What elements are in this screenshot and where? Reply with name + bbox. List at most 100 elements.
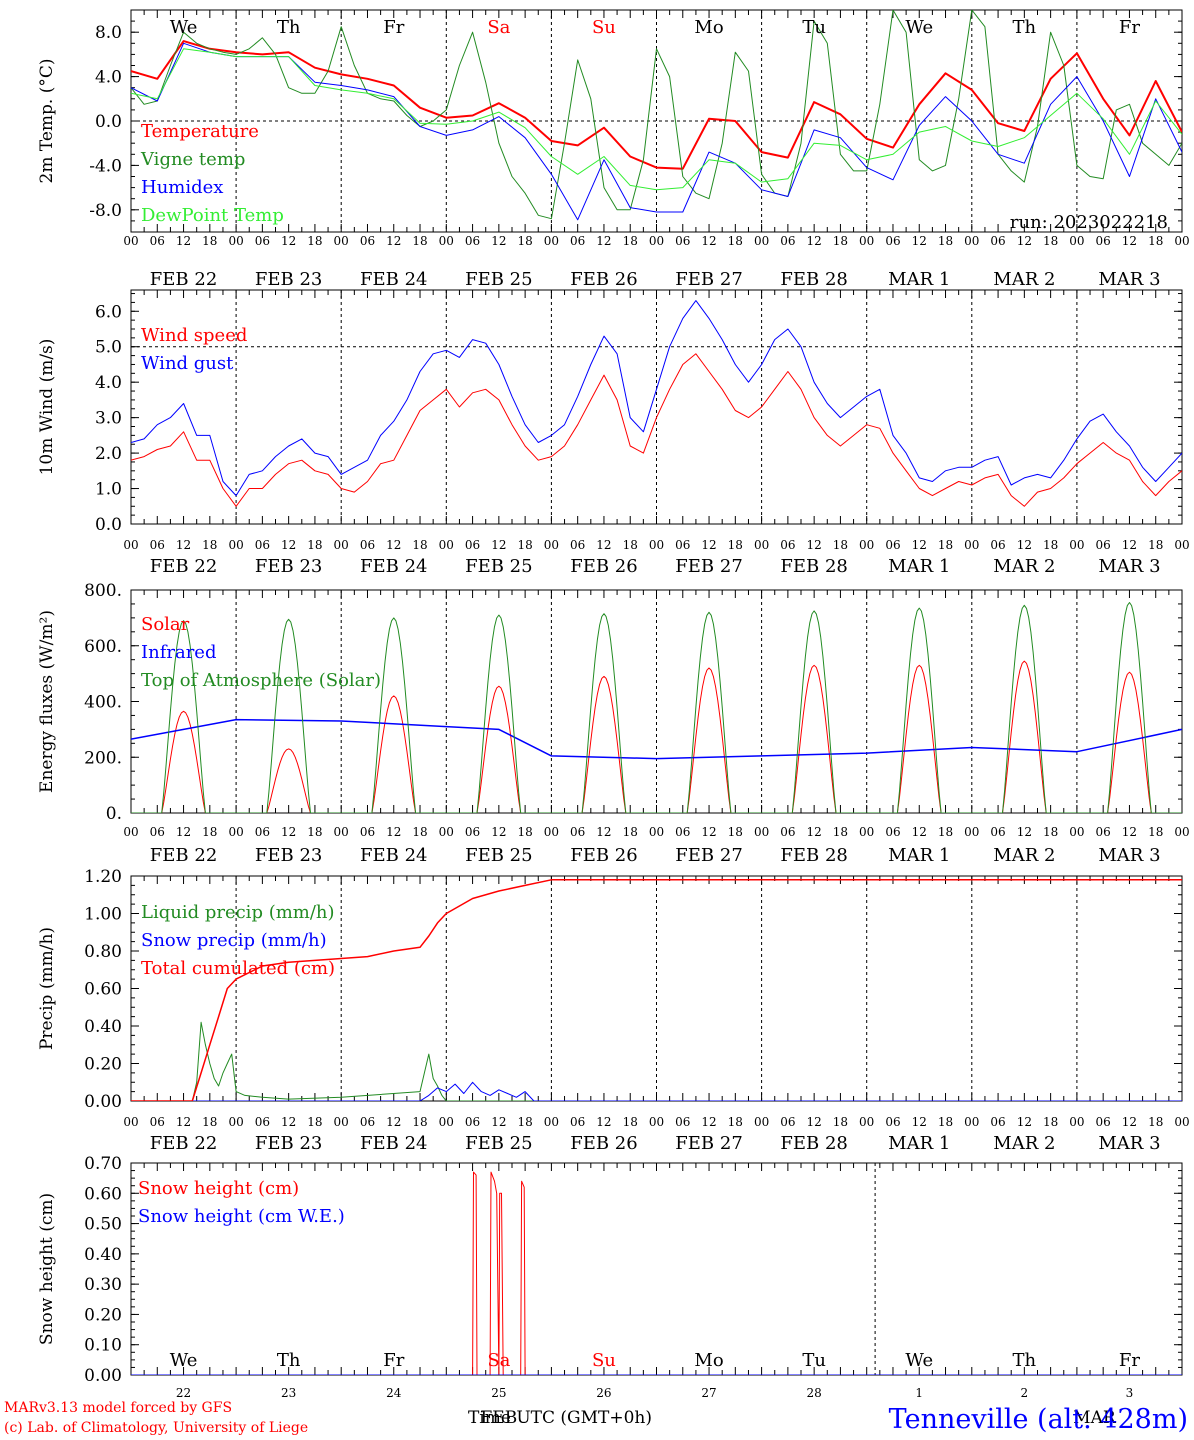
run-label: run: 2023022218 xyxy=(1010,212,1168,233)
hour-tick-label: 18 xyxy=(1148,538,1163,552)
day-label: MAR 3 xyxy=(1098,556,1160,577)
hour-tick-label: 18 xyxy=(412,538,427,552)
hour-tick-label: 00 xyxy=(649,538,664,552)
hour-tick-label: 00 xyxy=(649,1115,664,1129)
weekday-label: We xyxy=(905,17,933,38)
day-label: FEB 23 xyxy=(255,845,322,866)
day-label: FEB 23 xyxy=(255,1133,322,1154)
weekday-label: We xyxy=(170,17,198,38)
hour-tick-label: 06 xyxy=(675,234,690,248)
weekday-label: Sa xyxy=(487,1350,510,1371)
series-group xyxy=(131,1171,1182,1375)
hour-tick-label: 00 xyxy=(859,538,874,552)
hour-tick-label: 00 xyxy=(544,825,559,839)
hour-tick-label: 12 xyxy=(596,538,611,552)
day-label: MAR 3 xyxy=(1098,1133,1160,1154)
hour-tick-label: 12 xyxy=(596,1115,611,1129)
hour-tick-label: 12 xyxy=(281,825,296,839)
hour-tick-label: 00 xyxy=(228,1115,243,1129)
y-tick-label: -4.0 xyxy=(89,156,122,176)
hour-tick-label: 18 xyxy=(517,538,532,552)
y-tick-label: 0.60 xyxy=(84,1184,122,1204)
hour-tick-label: 06 xyxy=(465,1115,480,1129)
hour-tick-label: 00 xyxy=(123,234,138,248)
hour-tick-label: 00 xyxy=(439,234,454,248)
series-line-0 xyxy=(131,1171,1182,1375)
legend-entry: Snow height (cm W.E.) xyxy=(138,1206,345,1227)
hour-tick-label: 06 xyxy=(255,538,270,552)
legend-entry: Infrared xyxy=(141,642,216,663)
y-tick-label: 0.30 xyxy=(84,1275,122,1295)
day-number-label: 26 xyxy=(596,1386,611,1400)
hour-tick-label: 00 xyxy=(649,825,664,839)
day-number-label: 23 xyxy=(281,1386,296,1400)
time-axis-label: Time UTC (GMT+0h) xyxy=(468,1408,652,1428)
hour-tick-label: 00 xyxy=(754,538,769,552)
day-label: MAR 2 xyxy=(993,556,1055,577)
day-label: FEB 27 xyxy=(675,1133,742,1154)
day-label: FEB 22 xyxy=(150,1133,217,1154)
weekday-label: Su xyxy=(592,17,616,38)
day-label: FEB 28 xyxy=(780,556,847,577)
hour-tick-label: 06 xyxy=(1096,538,1111,552)
hour-tick-label: 00 xyxy=(544,538,559,552)
series-line-3 xyxy=(131,48,1182,191)
hour-tick-label: 18 xyxy=(938,234,953,248)
hour-tick-label: 18 xyxy=(833,538,848,552)
hour-tick-label: 06 xyxy=(675,1115,690,1129)
hour-tick-label: 00 xyxy=(334,825,349,839)
hour-tick-label: 06 xyxy=(780,825,795,839)
series-line-0 xyxy=(131,1021,1182,1101)
day-label: MAR 2 xyxy=(993,845,1055,866)
hour-tick-label: 06 xyxy=(990,825,1005,839)
hour-tick-label: 06 xyxy=(990,538,1005,552)
day-label: FEB 24 xyxy=(360,269,427,290)
day-label: FEB 22 xyxy=(150,556,217,577)
weekday-label: Fr xyxy=(383,17,404,38)
hour-tick-label: 18 xyxy=(938,825,953,839)
legend-entry: Snow precip (mm/h) xyxy=(141,930,327,951)
hour-tick-label: 18 xyxy=(728,1115,743,1129)
y-tick-label: 0.0 xyxy=(95,112,122,132)
series-line-0 xyxy=(131,660,1182,813)
hour-tick-label: 18 xyxy=(1043,1115,1058,1129)
legend-entry: Total cumulated (cm) xyxy=(141,958,335,979)
hour-tick-label: 00 xyxy=(859,1115,874,1129)
y-tick-label: 0. xyxy=(106,804,122,824)
hour-tick-label: 18 xyxy=(833,234,848,248)
hour-tick-label: 18 xyxy=(1043,538,1058,552)
day-label: FEB 25 xyxy=(465,845,532,866)
hour-tick-label: 18 xyxy=(412,234,427,248)
y-tick-label: 4.0 xyxy=(95,373,122,393)
hour-tick-label: 06 xyxy=(150,1115,165,1129)
y-tick-label: 600. xyxy=(84,637,122,657)
hour-tick-label: 12 xyxy=(912,234,927,248)
hour-tick-label: 06 xyxy=(570,825,585,839)
credit-line-2: (c) Lab. of Climatology, University of L… xyxy=(4,1420,308,1436)
hour-tick-label: 12 xyxy=(596,234,611,248)
hour-tick-label: 06 xyxy=(1096,825,1111,839)
day-number-label: 3 xyxy=(1126,1386,1134,1400)
hour-tick-label: 06 xyxy=(465,234,480,248)
hour-tick-label: 00 xyxy=(859,234,874,248)
hour-tick-label: 00 xyxy=(754,825,769,839)
panel-2: 800. 600. 400. 200. 0. Energy fluxes (W/m²) So… xyxy=(37,581,1183,824)
hour-tick-label: 00 xyxy=(439,538,454,552)
day-label: FEB 25 xyxy=(465,1133,532,1154)
hour-tick-label: 12 xyxy=(1122,538,1137,552)
weekday-label: Tu xyxy=(802,1350,826,1371)
hour-tick-label: 18 xyxy=(1043,825,1058,839)
hour-tick-label: 00 xyxy=(649,234,664,248)
legend-entry: Wind speed xyxy=(141,325,247,346)
y-tick-label: 200. xyxy=(84,748,122,768)
hour-tick-label: 06 xyxy=(675,538,690,552)
hour-tick-label: 12 xyxy=(386,234,401,248)
hour-tick-label: 00 xyxy=(964,538,979,552)
day-label: FEB 27 xyxy=(675,269,742,290)
legend-entry: Snow height (cm) xyxy=(138,1178,299,1199)
hour-tick-label: 18 xyxy=(517,234,532,248)
hour-tick-label: 00 xyxy=(1174,234,1189,248)
y-tick-label: 2.0 xyxy=(95,444,122,464)
hour-tick-label: 06 xyxy=(465,538,480,552)
credit-line-1: MARv3.13 model forced by GFS xyxy=(4,1400,232,1416)
